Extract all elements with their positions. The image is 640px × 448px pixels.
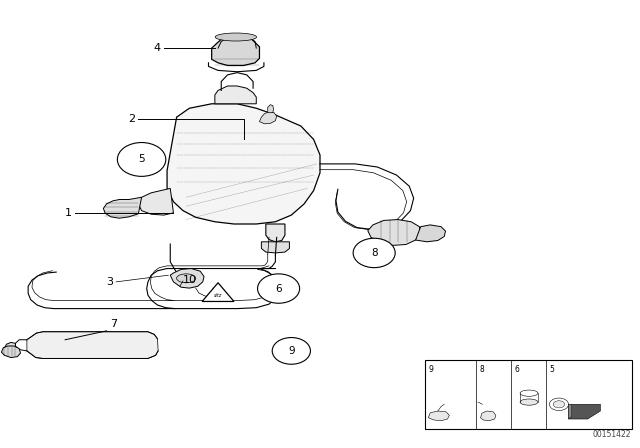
Circle shape bbox=[353, 238, 395, 267]
Polygon shape bbox=[428, 411, 449, 421]
Polygon shape bbox=[27, 332, 158, 358]
Polygon shape bbox=[266, 224, 285, 242]
Text: 00151422: 00151422 bbox=[593, 430, 631, 439]
Text: 3: 3 bbox=[106, 277, 113, 287]
Ellipse shape bbox=[177, 274, 196, 283]
Circle shape bbox=[272, 337, 310, 364]
Polygon shape bbox=[215, 86, 256, 104]
Circle shape bbox=[117, 142, 166, 177]
Polygon shape bbox=[170, 268, 204, 288]
Text: 5: 5 bbox=[549, 365, 554, 374]
Polygon shape bbox=[415, 225, 445, 242]
Polygon shape bbox=[167, 104, 320, 224]
Polygon shape bbox=[4, 342, 15, 352]
Text: 7: 7 bbox=[109, 319, 117, 329]
Ellipse shape bbox=[215, 33, 257, 41]
Polygon shape bbox=[568, 404, 572, 419]
Text: 9: 9 bbox=[428, 365, 433, 374]
Circle shape bbox=[257, 274, 300, 303]
Text: 6: 6 bbox=[515, 365, 519, 374]
Polygon shape bbox=[1, 346, 20, 358]
Polygon shape bbox=[568, 404, 600, 419]
Text: sitz: sitz bbox=[214, 293, 222, 298]
Polygon shape bbox=[259, 112, 276, 124]
Text: 10: 10 bbox=[183, 275, 197, 284]
Text: 6: 6 bbox=[275, 284, 282, 293]
Text: 8: 8 bbox=[479, 365, 484, 374]
Polygon shape bbox=[138, 188, 173, 215]
Polygon shape bbox=[212, 37, 259, 65]
Text: 8: 8 bbox=[371, 248, 378, 258]
Bar bbox=[425, 360, 632, 429]
Polygon shape bbox=[368, 220, 420, 246]
Polygon shape bbox=[261, 242, 289, 253]
Text: 4: 4 bbox=[154, 43, 161, 53]
Polygon shape bbox=[103, 197, 141, 218]
Text: 1: 1 bbox=[65, 208, 72, 218]
Polygon shape bbox=[268, 105, 273, 113]
Ellipse shape bbox=[549, 398, 568, 410]
Ellipse shape bbox=[553, 401, 564, 408]
Polygon shape bbox=[202, 283, 234, 302]
Text: 5: 5 bbox=[138, 155, 145, 164]
Polygon shape bbox=[481, 411, 496, 421]
Text: 2: 2 bbox=[128, 114, 135, 125]
Text: 9: 9 bbox=[288, 346, 294, 356]
Ellipse shape bbox=[520, 390, 538, 396]
Ellipse shape bbox=[520, 399, 538, 405]
